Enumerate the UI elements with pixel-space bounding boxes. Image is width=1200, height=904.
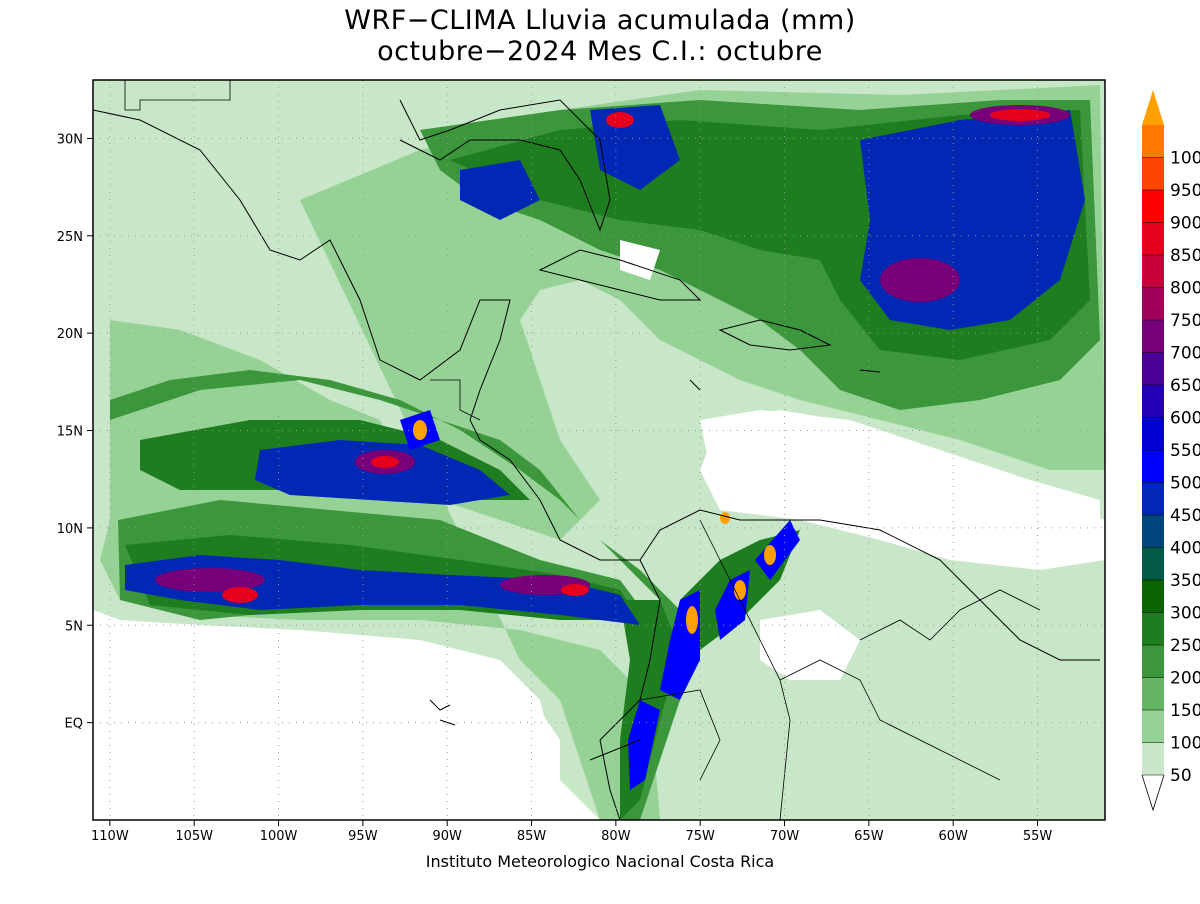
colorbar-label: 300 — [1170, 604, 1200, 624]
colorbar-label: 900 — [1170, 214, 1200, 234]
colorbar-segment — [1142, 580, 1164, 613]
lon-tick-label: 90W — [432, 829, 462, 844]
colorbar-label: 250 — [1170, 636, 1200, 656]
lat-tick-label: 5N — [65, 619, 83, 634]
rainfall-field — [93, 80, 1105, 820]
lat-tick-label: EQ — [65, 717, 83, 732]
lon-tick-label: 80W — [601, 829, 631, 844]
lon-tick-label: 55W — [1023, 829, 1053, 844]
lat-tick-label: 10N — [57, 522, 83, 537]
colorbar-label: 400 — [1170, 539, 1200, 559]
colorbar-label: 200 — [1170, 669, 1200, 689]
colorbar-label: 550 — [1170, 441, 1200, 461]
lon-tick-label: 65W — [854, 829, 884, 844]
colorbar-max-triangle — [1142, 90, 1164, 125]
colorbar-segment — [1142, 287, 1164, 320]
map-title-line2: octubre−2024 Mes C.I.: octubre — [377, 36, 823, 67]
colorbar-segment — [1142, 417, 1164, 450]
lat-tick-label: 15N — [57, 425, 83, 440]
colorbar: 50 100 150 200 250 300 350 400 450 500 550 600 650 70… — [1141, 90, 1200, 812]
colorbar-label: 1000 — [1170, 149, 1200, 169]
lon-tick-label: 70W — [770, 829, 800, 844]
colorbar-label: 600 — [1170, 409, 1200, 429]
colorbar-label: 650 — [1170, 376, 1200, 396]
colorbar-segment — [1142, 515, 1164, 548]
borders — [124, 80, 1041, 820]
colorbar-label: 750 — [1170, 311, 1200, 331]
map-frame — [92, 79, 1106, 821]
colorbar-label: 800 — [1170, 279, 1200, 299]
lon-tick-label: 105W — [175, 829, 213, 844]
colorbar-segment — [1142, 125, 1164, 158]
colorbar-segment — [1142, 547, 1164, 580]
lon-tick-label: 110W — [91, 829, 129, 844]
longitude-axis: 110W 105W 100W 95W 90W 85W 80W 75W 70W 65W 60W 55W — [91, 820, 1052, 844]
colorbar-min-triangle — [1141, 774, 1165, 812]
coastlines — [93, 99, 1100, 820]
colorbar-label: 700 — [1170, 344, 1200, 364]
map-title-line1: WRF−CLIMA Lluvia acumulada (mm) — [344, 5, 856, 36]
lat-tick-label: 30N — [57, 132, 83, 147]
colorbar-segment — [1142, 742, 1164, 775]
colorbar-segment — [1142, 157, 1164, 190]
colorbar-segment — [1142, 222, 1164, 255]
latitude-axis: 30N 25N 20N 15N 10N 5N EQ — [57, 132, 93, 732]
colorbar-segment — [1142, 645, 1164, 678]
lon-tick-label: 85W — [517, 829, 547, 844]
colorbar-label: 950 — [1170, 181, 1200, 201]
colorbar-label: 350 — [1170, 571, 1200, 591]
colorbar-segment — [1142, 352, 1164, 385]
colorbar-label: 150 — [1170, 701, 1200, 721]
colorbar-label: 450 — [1170, 506, 1200, 526]
lon-tick-label: 75W — [685, 829, 715, 844]
graticule — [93, 80, 1105, 820]
lat-tick-label: 20N — [57, 327, 83, 342]
colorbar-segment — [1142, 612, 1164, 645]
colorbar-segment — [1142, 482, 1164, 515]
colorbar-label: 50 — [1170, 766, 1192, 786]
colorbar-segment — [1142, 710, 1164, 743]
colorbar-label: 100 — [1170, 734, 1200, 754]
colorbar-segment — [1142, 320, 1164, 353]
colorbar-label: 850 — [1170, 246, 1200, 266]
lon-tick-label: 100W — [260, 829, 298, 844]
lat-tick-label: 25N — [57, 230, 83, 245]
colorbar-label: 500 — [1170, 474, 1200, 494]
colorbar-segment — [1142, 385, 1164, 418]
lon-tick-label: 60W — [938, 829, 968, 844]
colorbar-segment — [1142, 255, 1164, 288]
colorbar-segment — [1142, 190, 1164, 223]
lon-tick-label: 95W — [348, 829, 378, 844]
credit-text: Instituto Meteorologico Nacional Costa R… — [425, 852, 775, 871]
colorbar-segment — [1142, 677, 1164, 710]
colorbar-segment — [1142, 450, 1164, 483]
